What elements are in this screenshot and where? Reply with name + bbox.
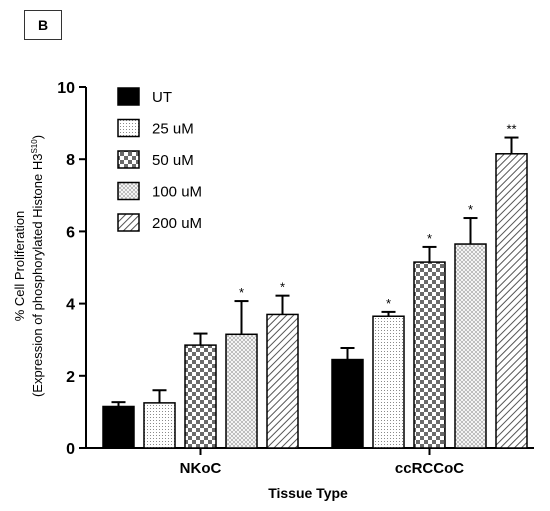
legend-label: 100 uM [152,184,202,201]
legend-swatch [117,181,140,201]
y-tick-label: 0 [66,441,75,458]
legend-swatch [117,118,140,138]
bar [331,358,364,449]
bar [454,243,487,449]
y-axis-label-line2-prefix: (Expression of phosphorylated Histone H3 [30,154,45,398]
x-tick-label: NKoC [180,460,222,477]
bar [266,313,299,449]
y-tick-label: 6 [66,224,75,241]
bar [372,315,405,449]
y-axis-label-line2: (Expression of phosphorylated Histone H3… [30,135,45,397]
legend-label: UT [152,89,172,106]
legend-swatch [117,150,140,169]
y-axis-label-superscript: S10 [30,139,39,154]
bar [184,344,217,449]
y-tick-label: 10 [57,80,75,97]
significance-label: * [280,280,285,295]
significance-label: ** [506,122,516,137]
y-axis-label-line2-suffix: ) [30,135,45,139]
y-tick-label: 8 [66,152,75,169]
bar [143,402,176,449]
significance-label: * [386,296,391,311]
significance-label: * [468,202,473,217]
legend-label: 25 uM [152,121,194,138]
legend-swatch [117,213,140,232]
legend-label: 200 uM [152,215,202,232]
bar [413,261,446,449]
bar [102,405,135,449]
bar [225,333,258,449]
y-tick-label: 2 [66,369,75,386]
bar [495,153,528,449]
legend-swatch [117,87,140,106]
significance-label: * [427,231,432,246]
panel-label: B [24,10,62,40]
x-axis-label: Tissue Type [268,485,348,501]
y-tick-label: 4 [66,297,75,314]
x-tick-label: ccRCCoC [395,460,464,477]
significance-label: * [239,285,244,300]
y-axis-label-line1: % Cell Proliferation [12,211,27,322]
legend-label: 50 uM [152,152,194,169]
